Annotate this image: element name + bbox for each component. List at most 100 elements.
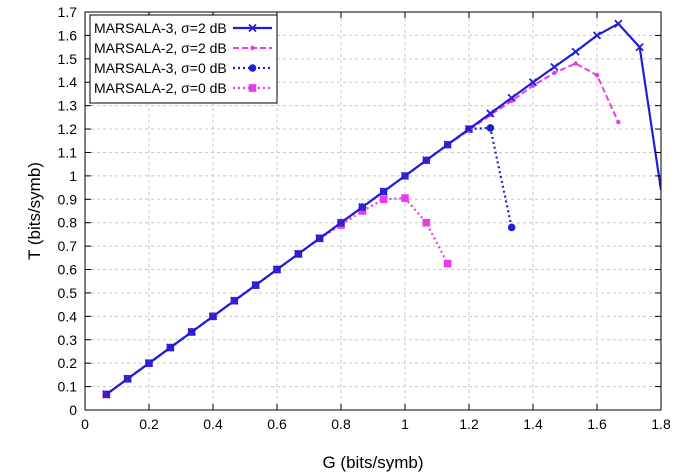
data-point-square-marker <box>443 259 452 268</box>
data-point-x-marker <box>550 62 559 72</box>
x-marker-stroke <box>144 359 154 368</box>
x-marker-stroke <box>315 234 324 243</box>
x-marker-stroke <box>187 327 196 337</box>
y-tick-label: 0.4 <box>58 308 78 324</box>
x-tick-label: 0.6 <box>267 416 287 432</box>
x-tick-label: 0.4 <box>203 416 223 432</box>
series-layer <box>102 19 661 399</box>
x-marker-stroke <box>294 249 303 259</box>
y-tick-label: 0.3 <box>58 332 78 348</box>
x-marker-stroke <box>443 140 452 149</box>
data-point-x-marker <box>422 156 431 165</box>
data-point-dot-marker <box>250 45 255 51</box>
y-tick-label: 1.3 <box>58 98 78 114</box>
series-1 <box>102 19 661 399</box>
legend-label: MARSALA-2, σ=0 dB <box>94 80 227 96</box>
x-marker-stroke <box>251 281 260 290</box>
x-marker-stroke <box>379 187 388 196</box>
data-point-x-marker <box>464 124 474 134</box>
data-point-square-marker <box>401 194 409 202</box>
data-point-x-marker <box>102 390 111 399</box>
data-point-x-marker <box>166 343 175 352</box>
x-tick-label: 0.8 <box>331 416 351 432</box>
data-point-x-marker <box>379 187 388 196</box>
data-point-x-marker <box>187 327 196 337</box>
data-point-dot-marker <box>594 73 600 78</box>
y-tick-label: 0 <box>69 402 77 418</box>
x-marker-stroke <box>400 171 410 181</box>
y-tick-label: 0.8 <box>58 215 78 231</box>
legend-box <box>89 14 278 104</box>
x-marker-stroke <box>272 265 282 274</box>
data-point-x-marker <box>400 171 410 181</box>
data-point-x-marker <box>528 78 538 87</box>
data-point-x-marker <box>592 31 602 40</box>
data-point-square-marker <box>358 207 367 215</box>
legend: MARSALA-3, σ=2 dB MARSALA-2, σ=2 dB MARSAL… <box>89 14 278 104</box>
y-tick-label: 0.7 <box>58 238 78 254</box>
x-marker-stroke <box>102 390 111 399</box>
data-point-square-marker <box>379 195 388 204</box>
x-tick-label: 1.2 <box>459 416 479 432</box>
legend-entry: MARSALA-3, σ=2 dB <box>94 20 272 36</box>
data-point-x-marker <box>144 359 154 368</box>
y-tick-label: 0.6 <box>58 262 78 278</box>
legend-entry: MARSALA-2, σ=0 dB <box>94 80 272 96</box>
data-point-x-marker <box>315 234 324 243</box>
y-tick-label: 0.1 <box>58 379 78 395</box>
x-marker-stroke <box>528 78 538 87</box>
data-point-circle-marker <box>248 64 257 72</box>
data-point-circle-marker <box>507 223 516 232</box>
x-marker-stroke <box>571 47 580 56</box>
legend-label: MARSALA-3, σ=0 dB <box>94 60 227 76</box>
x-marker-stroke <box>507 93 516 102</box>
x-marker-stroke <box>635 42 644 52</box>
data-point-x-marker <box>294 249 303 259</box>
x-tick-label: 1.8 <box>651 416 671 432</box>
y-axis-label: T (bits/symb) <box>25 162 44 260</box>
x-marker-stroke <box>208 312 218 321</box>
y-tick-label: 1.2 <box>58 121 78 137</box>
y-tick-label: 1.6 <box>58 27 78 43</box>
data-point-circle-marker <box>486 124 495 132</box>
y-tick-label: 1.5 <box>58 51 78 67</box>
data-point-dot-marker <box>552 70 557 76</box>
legend-entry: MARSALA-2, σ=2 dB <box>94 40 272 56</box>
y-tick-label: 1.1 <box>58 144 78 160</box>
data-point-x-marker <box>230 296 239 305</box>
x-marker-stroke <box>123 374 132 383</box>
data-point-square-marker <box>248 84 257 92</box>
data-point-x-marker <box>251 281 260 290</box>
y-tick-label: 0.2 <box>58 355 78 371</box>
x-marker-stroke <box>358 202 367 212</box>
x-tick-label: 0 <box>81 416 89 432</box>
data-point-x-marker <box>123 374 132 383</box>
x-marker-stroke <box>166 343 175 352</box>
legend-entry: MARSALA-3, σ=0 dB <box>94 60 272 76</box>
x-tick-label: 0.2 <box>139 416 159 432</box>
axis-ticks: 0 0.2 0.4 0.6 0.8 1 1.2 1.4 1.6 1.8 0 0.1 0.2 0.3 0.4 0… <box>58 4 671 432</box>
data-point-x-marker <box>272 265 282 274</box>
data-point-x-marker <box>571 47 580 56</box>
x-marker-stroke <box>592 31 602 40</box>
legend-label: MARSALA-3, σ=2 dB <box>94 20 227 36</box>
y-tick-label: 0.9 <box>58 191 78 207</box>
x-tick-label: 1.4 <box>523 416 543 432</box>
x-marker-stroke <box>230 296 239 305</box>
x-marker-stroke <box>486 109 495 118</box>
x-marker-stroke <box>248 23 257 33</box>
y-tick-label: 1.4 <box>58 74 78 90</box>
data-point-dot-marker <box>530 83 536 88</box>
x-marker-stroke <box>464 124 474 134</box>
data-point-x-marker <box>614 19 623 28</box>
data-point-x-marker <box>486 109 495 118</box>
plot-frame <box>84 11 662 411</box>
x-marker-stroke <box>614 19 623 28</box>
data-point-x-marker <box>248 23 257 33</box>
x-tick-label: 1.6 <box>587 416 607 432</box>
y-tick-label: 1 <box>69 168 77 184</box>
data-point-dot-marker <box>573 61 578 66</box>
x-marker-stroke <box>550 62 559 72</box>
x-marker-stroke <box>422 156 431 165</box>
